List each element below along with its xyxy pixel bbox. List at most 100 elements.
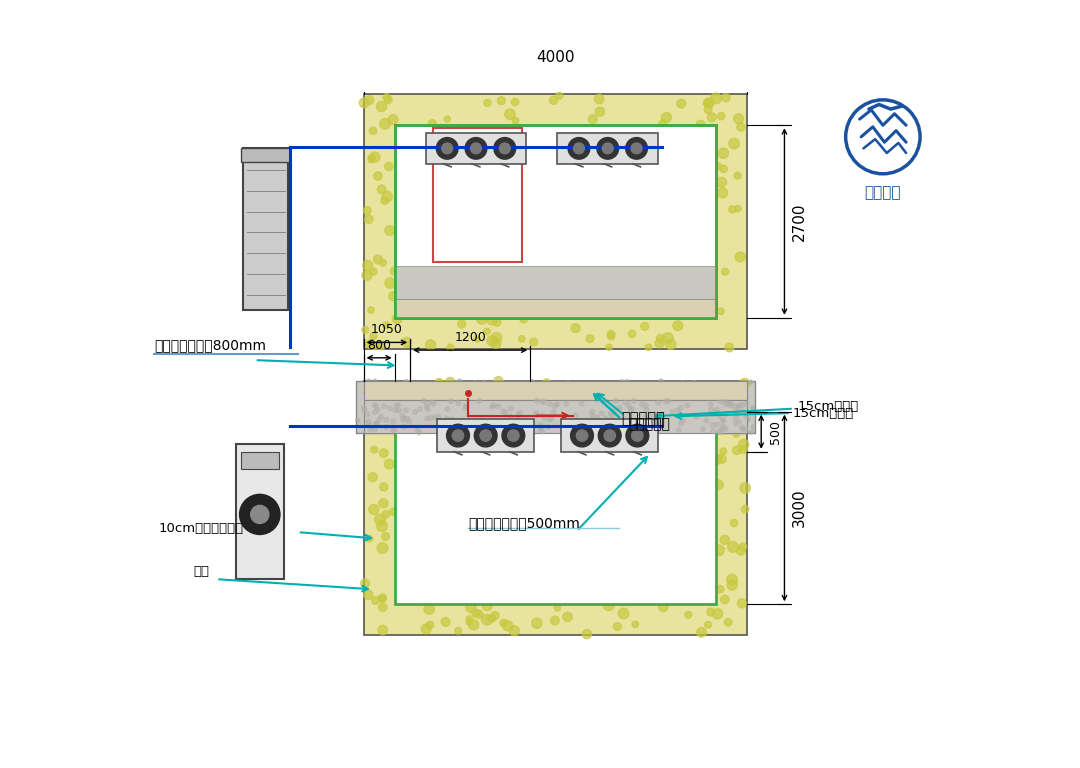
Circle shape (480, 430, 491, 442)
Circle shape (453, 430, 463, 442)
Circle shape (487, 402, 490, 406)
Circle shape (390, 410, 393, 414)
Circle shape (404, 408, 408, 412)
Circle shape (557, 407, 562, 411)
Circle shape (638, 394, 643, 398)
Circle shape (424, 406, 428, 410)
Circle shape (664, 402, 667, 406)
Circle shape (376, 409, 380, 413)
Circle shape (625, 137, 647, 159)
Circle shape (482, 380, 486, 384)
Circle shape (623, 396, 627, 399)
Circle shape (502, 424, 525, 447)
Circle shape (446, 429, 450, 434)
Circle shape (703, 395, 707, 399)
Circle shape (362, 408, 367, 412)
Circle shape (679, 416, 683, 420)
Circle shape (680, 419, 685, 423)
Circle shape (527, 394, 530, 398)
Circle shape (570, 429, 575, 432)
Circle shape (729, 402, 733, 406)
Circle shape (392, 314, 402, 324)
Circle shape (573, 411, 577, 415)
Circle shape (599, 411, 604, 415)
Circle shape (732, 446, 741, 455)
Circle shape (644, 408, 649, 412)
Circle shape (394, 403, 399, 408)
Circle shape (609, 429, 615, 434)
Circle shape (611, 425, 616, 429)
Circle shape (374, 255, 382, 264)
Text: 万能制冷: 万能制冷 (865, 185, 901, 200)
Circle shape (380, 394, 387, 401)
Circle shape (733, 416, 738, 421)
Circle shape (660, 415, 664, 419)
Circle shape (607, 333, 615, 340)
Circle shape (524, 382, 527, 386)
Circle shape (465, 616, 472, 622)
Circle shape (369, 333, 377, 339)
Circle shape (603, 143, 613, 154)
Circle shape (538, 392, 541, 396)
Circle shape (433, 415, 437, 420)
Circle shape (573, 402, 578, 406)
Circle shape (714, 407, 719, 412)
Circle shape (720, 418, 726, 422)
Circle shape (411, 419, 416, 423)
Circle shape (381, 415, 392, 425)
Circle shape (735, 252, 745, 262)
Circle shape (405, 379, 408, 383)
Circle shape (724, 427, 728, 432)
Circle shape (473, 381, 477, 385)
Circle shape (540, 417, 544, 421)
Circle shape (500, 619, 508, 627)
Circle shape (568, 419, 572, 423)
Circle shape (729, 138, 740, 149)
Circle shape (390, 267, 399, 275)
Circle shape (719, 448, 727, 455)
Circle shape (656, 420, 661, 425)
Circle shape (384, 459, 394, 469)
Text: 15cm水泥层: 15cm水泥层 (793, 406, 853, 419)
Circle shape (436, 414, 441, 419)
Circle shape (642, 388, 646, 392)
Circle shape (366, 419, 372, 424)
Circle shape (395, 411, 400, 415)
Circle shape (494, 376, 503, 386)
Circle shape (612, 409, 618, 413)
Circle shape (613, 623, 621, 631)
Circle shape (616, 393, 622, 400)
Circle shape (578, 415, 581, 419)
Circle shape (363, 260, 373, 270)
Circle shape (388, 382, 397, 391)
Circle shape (744, 426, 748, 431)
Circle shape (717, 112, 725, 120)
Circle shape (743, 403, 746, 407)
Circle shape (548, 402, 552, 406)
Bar (364, 381, 747, 400)
Circle shape (370, 410, 375, 414)
Circle shape (469, 400, 473, 404)
Circle shape (584, 426, 589, 431)
Circle shape (475, 426, 481, 431)
Circle shape (723, 399, 728, 404)
Circle shape (368, 157, 375, 163)
Circle shape (609, 429, 613, 434)
Circle shape (415, 399, 418, 403)
Circle shape (600, 425, 605, 430)
Circle shape (623, 401, 627, 406)
Circle shape (474, 424, 497, 447)
Circle shape (509, 406, 513, 411)
Circle shape (648, 387, 652, 391)
Circle shape (485, 401, 488, 405)
Circle shape (381, 532, 390, 541)
Circle shape (368, 427, 373, 432)
Circle shape (714, 480, 724, 490)
Circle shape (540, 413, 544, 418)
Circle shape (590, 409, 595, 414)
Circle shape (663, 333, 673, 343)
Circle shape (405, 416, 410, 421)
Circle shape (383, 94, 390, 101)
Circle shape (380, 260, 387, 266)
Circle shape (731, 392, 735, 396)
